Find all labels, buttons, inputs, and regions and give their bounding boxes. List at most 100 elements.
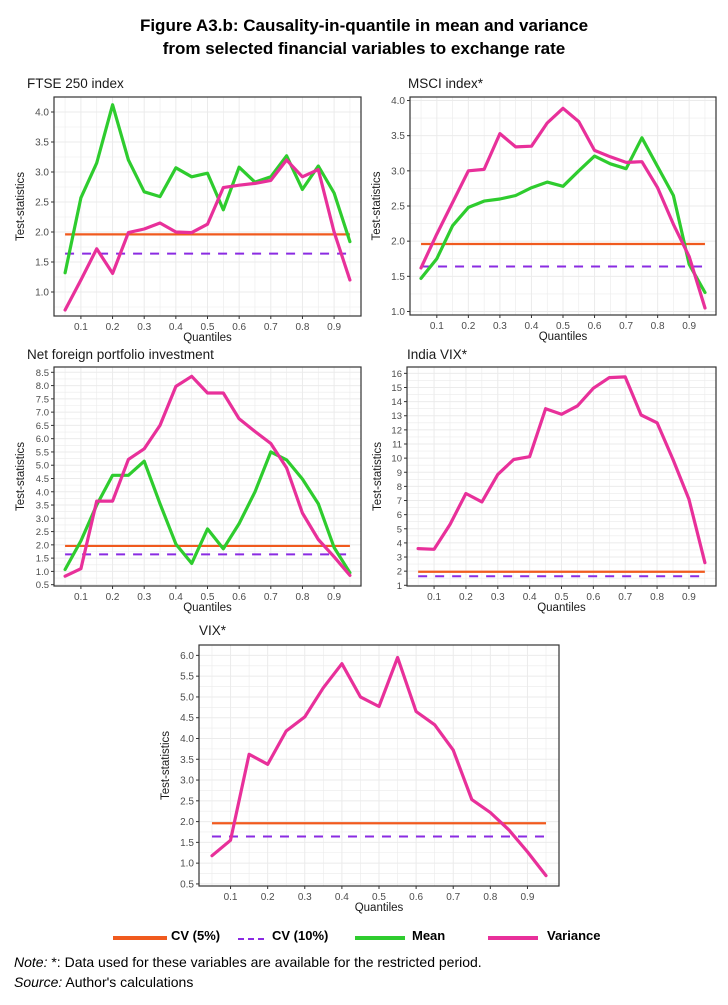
variance-line-indiavix bbox=[416, 375, 707, 565]
y-tick-label: 6.5 bbox=[36, 421, 49, 432]
y-tick-label: 3.0 bbox=[36, 514, 49, 525]
x-tick-label: 0.3 bbox=[137, 592, 151, 603]
y-tick-label: 4.5 bbox=[36, 474, 49, 485]
x-tick-label: 0.8 bbox=[650, 592, 664, 603]
y-axis-title: Test-statistics bbox=[371, 171, 383, 240]
legend-label-variance: Variance bbox=[547, 928, 601, 943]
note: Note: *: Data used for these variables a… bbox=[14, 954, 482, 970]
panel-title-indiavix: India VIX* bbox=[407, 347, 468, 362]
x-axis-title: Quantiles bbox=[537, 602, 586, 614]
y-tick-label: 1.0 bbox=[36, 567, 49, 578]
y-tick-label: 1.0 bbox=[180, 859, 194, 870]
y-tick-label: 2.5 bbox=[36, 527, 49, 538]
y-tick-label: 1.0 bbox=[391, 307, 405, 318]
source-text: Author's calculations bbox=[62, 974, 194, 990]
y-tick-label: 7.0 bbox=[36, 408, 49, 419]
x-tick-label: 0.6 bbox=[586, 592, 600, 603]
y-axis-title: Test-statistics bbox=[372, 442, 384, 511]
y-axis-title: Test-statistics bbox=[15, 172, 27, 241]
y-tick-label: 5.0 bbox=[36, 461, 49, 472]
x-axis-title: Quantiles bbox=[183, 602, 232, 614]
y-tick-label: 4.5 bbox=[180, 713, 194, 724]
y-tick-label: 8 bbox=[397, 482, 402, 493]
x-tick-label: 0.2 bbox=[261, 892, 275, 903]
y-tick-label: 3.5 bbox=[35, 138, 49, 149]
y-tick-label: 3.0 bbox=[35, 168, 49, 179]
x-tick-label: 0.2 bbox=[459, 592, 473, 603]
x-tick-label: 0.5 bbox=[556, 321, 570, 332]
legend-swatch-cv5 bbox=[113, 936, 167, 940]
x-tick-label: 0.2 bbox=[106, 322, 120, 333]
mean-line-nfpi bbox=[63, 450, 352, 575]
y-tick-label: 1 bbox=[397, 581, 402, 592]
y-tick-label: 3.5 bbox=[391, 131, 405, 142]
y-tick-label: 2.5 bbox=[180, 796, 194, 807]
x-tick-label: 0.9 bbox=[682, 321, 696, 332]
panel-title-nfpi: Net foreign portfolio investment bbox=[27, 347, 214, 362]
legend-swatch-variance bbox=[488, 936, 538, 940]
y-tick-label: 2.5 bbox=[391, 202, 405, 213]
figure-title: Figure A3.b: Causality-in-quantile in me… bbox=[0, 14, 728, 60]
y-tick-label: 1.5 bbox=[180, 838, 194, 849]
x-tick-label: 0.1 bbox=[427, 592, 441, 603]
legend-label-cv10: CV (10%) bbox=[272, 928, 329, 943]
legend-swatch-cv10 bbox=[238, 938, 264, 940]
y-tick-label: 1.5 bbox=[391, 272, 405, 283]
x-tick-label: 0.2 bbox=[106, 592, 120, 603]
x-tick-label: 0.8 bbox=[295, 322, 309, 333]
y-tick-label: 4.0 bbox=[35, 108, 49, 119]
y-tick-label: 2.0 bbox=[35, 228, 49, 239]
x-tick-label: 0.4 bbox=[169, 592, 183, 603]
y-tick-label: 3.0 bbox=[391, 166, 405, 177]
note-text: *: Data used for these variables are ava… bbox=[47, 954, 482, 970]
y-tick-label: 7.5 bbox=[36, 394, 49, 405]
y-tick-label: 4 bbox=[397, 538, 402, 549]
x-tick-label: 0.6 bbox=[232, 592, 246, 603]
y-tick-label: 6.0 bbox=[36, 434, 49, 445]
x-tick-label: 0.3 bbox=[491, 592, 505, 603]
figure-title-line1: Figure A3.b: Causality-in-quantile in me… bbox=[139, 16, 589, 35]
x-tick-label: 0.7 bbox=[619, 321, 633, 332]
x-tick-label: 0.8 bbox=[295, 592, 309, 603]
y-tick-label: 5 bbox=[397, 524, 402, 535]
x-tick-label: 0.9 bbox=[682, 592, 696, 603]
x-tick-label: 0.7 bbox=[618, 592, 632, 603]
x-tick-label: 0.9 bbox=[521, 892, 535, 903]
variance-line-msci bbox=[419, 106, 707, 310]
y-tick-label: 0.5 bbox=[36, 580, 49, 591]
x-tick-label: 0.5 bbox=[555, 592, 569, 603]
y-tick-label: 3.5 bbox=[180, 755, 194, 766]
x-tick-label: 0.1 bbox=[74, 592, 88, 603]
y-tick-label: 6 bbox=[397, 510, 402, 521]
x-tick-label: 0.7 bbox=[446, 892, 460, 903]
y-tick-label: 2.5 bbox=[35, 198, 49, 209]
figure-title-line2: from selected financial variables to exc… bbox=[162, 39, 566, 58]
x-tick-label: 0.6 bbox=[588, 321, 602, 332]
x-tick-label: 0.1 bbox=[74, 322, 88, 333]
x-axis-title: Quantiles bbox=[539, 331, 588, 343]
y-tick-label: 5.5 bbox=[36, 447, 49, 458]
y-tick-label: 2 bbox=[397, 567, 402, 578]
y-tick-label: 2.0 bbox=[36, 540, 49, 551]
x-tick-label: 0.6 bbox=[232, 322, 246, 333]
x-tick-label: 0.7 bbox=[264, 322, 278, 333]
y-tick-label: 13 bbox=[391, 411, 402, 422]
x-tick-label: 0.3 bbox=[298, 892, 312, 903]
y-tick-label: 5.0 bbox=[180, 692, 194, 703]
y-tick-label: 2.0 bbox=[180, 817, 194, 828]
y-tick-label: 1.5 bbox=[36, 554, 49, 565]
x-tick-label: 0.1 bbox=[430, 321, 444, 332]
y-tick-label: 9 bbox=[397, 468, 402, 479]
source-label: Source: bbox=[14, 974, 63, 990]
y-tick-label: 15 bbox=[391, 383, 402, 394]
x-tick-label: 0.3 bbox=[137, 322, 151, 333]
x-tick-label: 0.6 bbox=[409, 892, 423, 903]
y-tick-label: 3.0 bbox=[180, 776, 194, 787]
variance-line-nfpi bbox=[63, 374, 352, 578]
source: Source: Author's calculations bbox=[14, 974, 193, 990]
x-tick-label: 0.4 bbox=[169, 322, 183, 333]
y-tick-label: 7 bbox=[397, 496, 402, 507]
legend-swatch-mean bbox=[355, 936, 405, 940]
y-tick-label: 5.5 bbox=[180, 672, 194, 683]
